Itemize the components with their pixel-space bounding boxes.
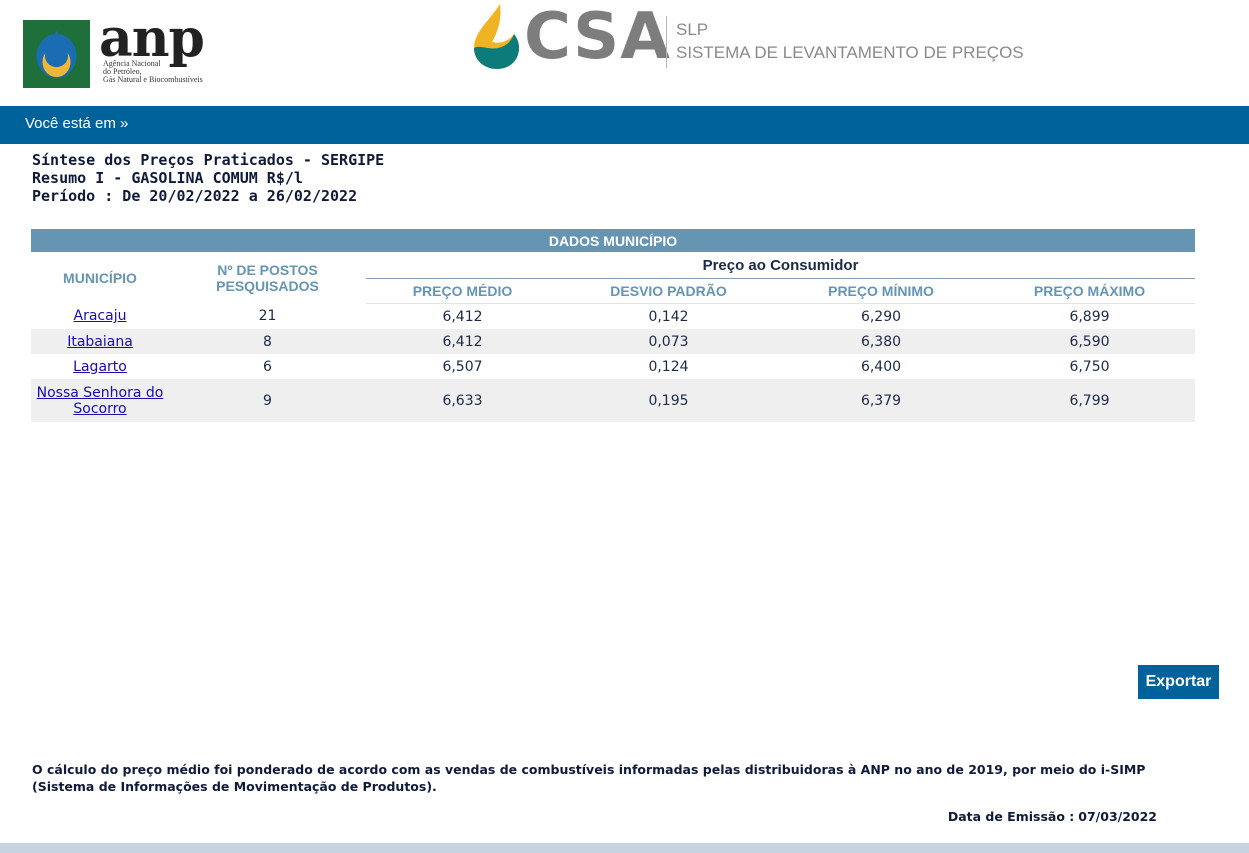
- postos-cell: 8: [169, 329, 366, 354]
- postos-cell: 9: [169, 379, 366, 422]
- csa-logo[interactable]: CSA SLP SISTEMA DE LEVANTAMENTO DE PREÇO…: [470, 0, 1024, 74]
- preco-medio-cell: 6,507: [442, 358, 483, 375]
- methodology-note: O cálculo do preço médio foi ponderado d…: [32, 762, 1146, 794]
- header-postos: Nº DE POSTOS PESQUISADOS: [216, 261, 319, 294]
- emission-value: 07/03/2022: [1078, 809, 1157, 824]
- anp-drop-icon: [36, 31, 77, 78]
- header-preco-maximo: PREÇO MÁXIMO: [984, 278, 1195, 304]
- slp-acronym: SLP: [676, 20, 709, 39]
- system-name: SISTEMA DE LEVANTAMENTO DE PREÇOS: [676, 43, 1024, 62]
- preco-maximo-cell: 6,750: [1069, 358, 1110, 375]
- preco-minimo-cell: 6,379: [778, 379, 984, 422]
- breadcrumb: Você está em »: [25, 115, 129, 132]
- desvio-cell: 0,124: [648, 358, 689, 375]
- desvio-cell: 0,142: [648, 308, 689, 325]
- breadcrumb-bar: Você está em »: [0, 106, 1249, 144]
- header-desvio-padrao: DESVIO PADRÃO: [559, 278, 778, 304]
- table-row: Nossa Senhora do Socorro 9 6,633 0,195 6…: [31, 379, 1195, 422]
- postos-cell: 6: [263, 358, 272, 375]
- table-row: Itabaiana 8 6,412 0,073 6,380 6,590: [31, 329, 1195, 354]
- municipio-link-nossa-senhora-do-socorro[interactable]: Nossa Senhora do Socorro: [36, 384, 164, 417]
- preco-medio-cell: 6,633: [366, 379, 559, 422]
- preco-maximo-cell: 6,799: [984, 379, 1195, 422]
- postos-cell: 21: [258, 308, 277, 325]
- table-row: Aracaju 21 6,412 0,142 6,290 6,899: [31, 304, 1195, 330]
- municipio-cell: Lagarto: [31, 354, 169, 379]
- site-header: anp Agência Nacional do Petróleo, Gás Na…: [0, 0, 1249, 106]
- header-preco-minimo: PREÇO MÍNIMO: [778, 278, 984, 304]
- csa-separator: [666, 16, 667, 68]
- anp-emblem: [23, 20, 90, 88]
- anp-subtitle: Agência Nacional do Petróleo, Gás Natura…: [103, 60, 243, 84]
- anp-wordmark: anp: [99, 8, 205, 69]
- summary-fuel: Resumo I - GASOLINA COMUM R$/l: [32, 169, 303, 187]
- desvio-cell: 0,195: [559, 379, 778, 422]
- preco-minimo-cell: 6,380: [778, 329, 984, 354]
- footer-bar: [0, 843, 1249, 853]
- table-caption: DADOS MUNICÍPIO: [31, 229, 1195, 252]
- municipio-link-aracaju[interactable]: Aracaju: [73, 308, 127, 325]
- emission-label: Data de Emissão :: [947, 809, 1075, 824]
- emission-date: Data de Emissão :07/03/2022: [944, 809, 1157, 824]
- municipio-link-itabaiana[interactable]: Itabaiana: [67, 333, 133, 350]
- anp-subtitle-line-1: Agência Nacional: [103, 59, 161, 68]
- header-preco-consumidor: Preço ao Consumidor: [366, 252, 1195, 279]
- preco-minimo-cell: 6,290: [860, 308, 902, 325]
- summary-title: Síntese dos Preços Praticados - SERGIPE: [32, 151, 385, 169]
- anp-subtitle-line-2: do Petróleo,: [103, 67, 142, 76]
- desvio-cell: 0,073: [559, 329, 778, 354]
- export-button[interactable]: Exportar: [1138, 665, 1219, 699]
- csa-drop-icon: [474, 4, 519, 69]
- preco-medio-cell: 6,412: [366, 329, 559, 354]
- summary-titles: Síntese dos Preços Praticados - SERGIPE …: [32, 151, 384, 205]
- summary-period: Período : De 20/02/2022 a 26/02/2022: [32, 187, 358, 205]
- anp-subtitle-line-3: Gás Natural e Biocombustíveis: [103, 75, 203, 84]
- header-preco-medio: PREÇO MÉDIO: [366, 278, 559, 304]
- csa-wordmark: CSA: [524, 0, 671, 74]
- preco-maximo-cell: 6,590: [984, 329, 1195, 354]
- municipio-table: DADOS MUNICÍPIO MUNICÍPIO Nº DE POSTOS P…: [31, 229, 1195, 422]
- municipio-link-lagarto[interactable]: Lagarto: [73, 358, 127, 375]
- municipio-cell: Itabaiana: [31, 329, 169, 354]
- municipio-cell: Aracaju: [31, 304, 169, 330]
- municipio-cell: Nossa Senhora do Socorro: [31, 379, 169, 422]
- anp-logo[interactable]: anp Agência Nacional do Petróleo, Gás Na…: [23, 8, 223, 92]
- preco-maximo-cell: 6,899: [1069, 308, 1110, 325]
- header-municipio: MUNICÍPIO: [63, 269, 137, 286]
- preco-minimo-cell: 6,400: [860, 358, 902, 375]
- preco-medio-cell: 6,412: [442, 308, 483, 325]
- table-row: Lagarto 6 6,507 0,124 6,400 6,750: [31, 354, 1195, 379]
